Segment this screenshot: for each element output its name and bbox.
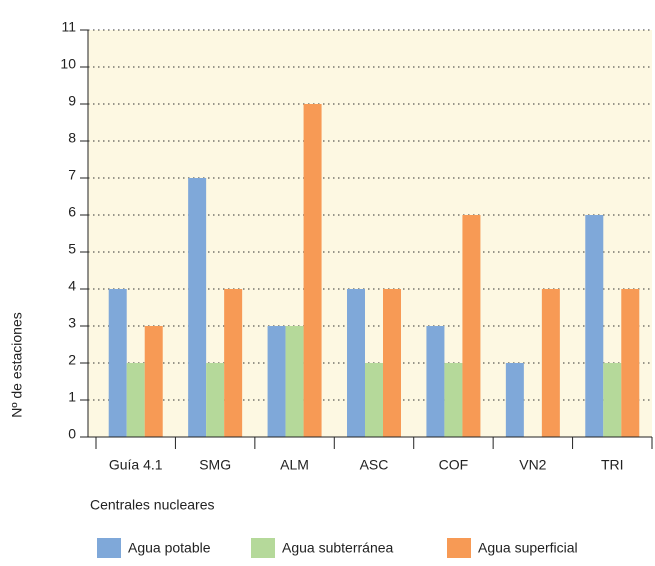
- bar: [303, 104, 322, 437]
- legend-swatch: [97, 538, 121, 558]
- bar: [108, 289, 127, 437]
- bar: [541, 289, 560, 437]
- bar: [224, 289, 243, 437]
- y-tick-label: 8: [68, 130, 76, 146]
- bar: [426, 326, 445, 437]
- bar: [144, 326, 163, 437]
- y-tick-label: 3: [68, 315, 76, 331]
- bar: [585, 215, 604, 437]
- bar: [383, 289, 401, 437]
- y-tick-label: 9: [68, 93, 76, 109]
- bar: [621, 289, 640, 437]
- y-tick-label: 2: [68, 352, 76, 368]
- legend-swatch: [251, 538, 275, 558]
- x-tick-label: Guía 4.1: [109, 457, 163, 473]
- bar: [505, 363, 524, 437]
- legend-label: Agua superficial: [478, 540, 578, 556]
- y-tick-label: 4: [68, 278, 76, 294]
- y-tick-label: 10: [60, 56, 76, 72]
- x-tick-label: COF: [439, 457, 469, 473]
- y-axis-title: Nº de estaciones: [9, 312, 25, 418]
- bar: [267, 326, 286, 437]
- y-tick-label: 0: [68, 426, 76, 442]
- legend-swatch: [447, 538, 471, 558]
- bar: [365, 363, 383, 437]
- y-tick-label: 5: [68, 241, 76, 257]
- bar: [126, 363, 145, 437]
- y-tick-label: 11: [61, 19, 76, 35]
- bar: [188, 178, 207, 437]
- x-tick-label: SMG: [199, 457, 231, 473]
- x-tick-label: TRI: [601, 457, 624, 473]
- y-tick-label: 6: [68, 204, 76, 220]
- legend-label: Agua potable: [128, 540, 211, 556]
- x-axis-title: Centrales nucleares: [90, 497, 215, 513]
- bar: [285, 326, 304, 437]
- bar: [462, 215, 481, 437]
- legend-label: Agua subterránea: [282, 540, 394, 556]
- bar: [347, 289, 365, 437]
- bar: [444, 363, 463, 437]
- bar: [603, 363, 622, 437]
- x-tick-label: ASC: [360, 457, 389, 473]
- x-tick-label: VN2: [519, 457, 546, 473]
- y-tick-label: 1: [68, 389, 76, 405]
- y-tick-label: 7: [68, 167, 76, 183]
- bar: [206, 363, 225, 437]
- x-tick-label: ALM: [280, 457, 309, 473]
